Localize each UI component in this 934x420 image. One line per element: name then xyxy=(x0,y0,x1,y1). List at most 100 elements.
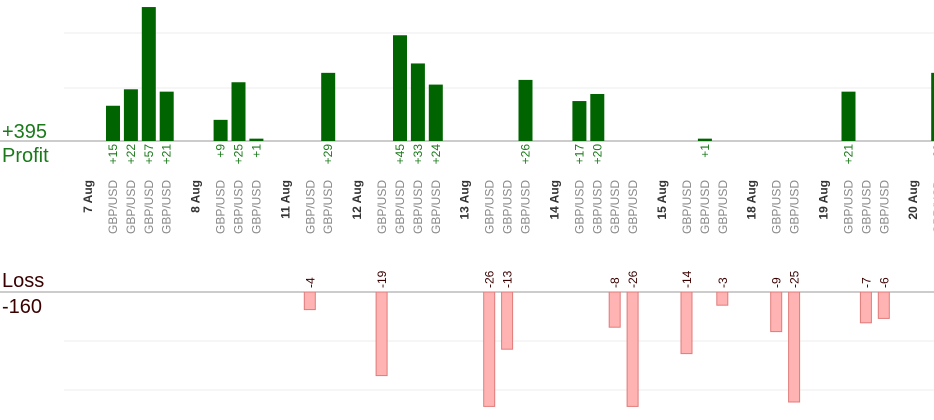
profit-total: +395 xyxy=(2,121,47,143)
pair-label: GBP/USD xyxy=(393,180,407,234)
profit-bar xyxy=(159,91,174,141)
pair-label: GBP/USD xyxy=(716,180,730,234)
profit-value-label: +25 xyxy=(232,144,246,165)
profit-bar xyxy=(106,105,120,141)
loss-value-label: -25 xyxy=(788,270,802,288)
profit-bar xyxy=(231,82,246,141)
profit-value-label: +57 xyxy=(142,144,156,165)
profit-bar xyxy=(931,72,934,141)
profit-value-label: +26 xyxy=(519,144,533,165)
profit-label: Profit xyxy=(2,145,49,167)
profit-bar xyxy=(213,119,228,141)
pair-label: GBP/USD xyxy=(680,180,694,234)
profit-value-label: +45 xyxy=(393,144,407,165)
date-label: 15 Aug xyxy=(655,180,669,220)
loss-value-label: -6 xyxy=(877,277,891,288)
loss-bar xyxy=(788,291,801,403)
pair-label: GBP/USD xyxy=(232,180,246,234)
date-label: 8 Aug xyxy=(189,180,203,213)
loss-value-label: -3 xyxy=(716,277,730,288)
pair-label: GBP/USD xyxy=(698,180,712,234)
trade-labels: 7 Aug GBP/USD +15 GBP/USD +22 GBP/USD +57 GBP/U… xyxy=(81,144,934,288)
pair-label: GBP/USD xyxy=(249,180,263,234)
loss-bar xyxy=(303,291,316,311)
profit-value-label: +21 xyxy=(160,144,174,165)
profit-value-label: +29 xyxy=(321,144,335,165)
profit-value-label: +33 xyxy=(411,144,425,165)
pair-label: GBP/USD xyxy=(859,180,873,234)
date-label: 7 Aug xyxy=(81,180,95,213)
pair-label: GBP/USD xyxy=(375,180,389,234)
profit-value-label: +17 xyxy=(572,144,586,165)
summary-labels: +395 Profit Loss -160 xyxy=(2,121,49,318)
pair-label: GBP/USD xyxy=(770,180,784,234)
profit-value-label: +9 xyxy=(214,144,228,158)
date-label: 11 Aug xyxy=(278,180,292,219)
loss-value-label: -7 xyxy=(859,277,873,288)
loss-value-label: -8 xyxy=(608,277,622,288)
pair-label: GBP/USD xyxy=(483,180,497,234)
loss-bar xyxy=(770,291,783,333)
pair-label: GBP/USD xyxy=(321,180,335,234)
profit-bar xyxy=(428,84,443,141)
pair-label: GBP/USD xyxy=(142,180,156,234)
profit-bar xyxy=(141,7,156,141)
loss-value-label: -13 xyxy=(501,270,515,288)
loss-bar xyxy=(626,291,639,407)
profit-value-label: +21 xyxy=(842,144,856,165)
profit-value-label: +24 xyxy=(429,144,443,165)
pair-label: GBP/USD xyxy=(160,180,174,234)
profit-bar xyxy=(590,94,605,141)
loss-bar xyxy=(483,291,496,407)
profit-bar xyxy=(393,35,407,141)
loss-bar xyxy=(877,291,890,319)
pair-label: GBP/USD xyxy=(590,180,604,234)
profit-bar xyxy=(321,72,336,141)
pair-label: GBP/USD xyxy=(411,180,425,234)
pair-label: GBP/USD xyxy=(519,180,533,234)
pair-label: GBP/USD xyxy=(626,180,640,234)
pair-label: GBP/USD xyxy=(788,180,802,234)
profit-bar xyxy=(410,63,425,142)
loss-value-label: -26 xyxy=(626,270,640,288)
pair-label: GBP/USD xyxy=(303,180,317,234)
date-label: 20 Aug xyxy=(906,180,920,220)
pair-label: GBP/USD xyxy=(608,180,622,234)
date-label: 12 Aug xyxy=(350,180,364,220)
loss-value-label: -14 xyxy=(680,270,694,288)
loss-label: Loss xyxy=(2,270,44,292)
loss-value-label: -26 xyxy=(483,270,497,288)
loss-bar xyxy=(375,291,388,377)
profit-value-label: +15 xyxy=(106,144,120,165)
date-label: 18 Aug xyxy=(745,180,759,220)
loss-bar xyxy=(680,291,693,355)
loss-total: -160 xyxy=(2,296,42,318)
profit-bar xyxy=(123,89,138,141)
pair-label: GBP/USD xyxy=(572,180,586,234)
pair-label: GBP/USD xyxy=(214,180,228,234)
pair-label: GBP/USD xyxy=(842,180,856,234)
date-label: 14 Aug xyxy=(547,180,561,220)
profit-value-label: +1 xyxy=(698,144,712,158)
date-label: 13 Aug xyxy=(458,180,472,220)
pair-label: GBP/USD xyxy=(877,180,891,234)
profit-bar xyxy=(841,91,856,141)
pair-label: GBP/USD xyxy=(124,180,138,234)
pair-label: GBP/USD xyxy=(931,180,934,234)
loss-value-label: -4 xyxy=(303,277,317,288)
pair-label: GBP/USD xyxy=(501,180,515,234)
profit-bar xyxy=(697,138,712,141)
pair-label: GBP/USD xyxy=(429,180,443,234)
loss-value-label: -9 xyxy=(770,277,784,288)
loss-bar xyxy=(608,291,621,328)
profit-bar xyxy=(572,101,587,141)
profit-bar xyxy=(249,138,264,141)
profit-bar xyxy=(518,79,533,141)
trade-bars xyxy=(106,7,934,407)
loss-value-label: -19 xyxy=(375,270,389,288)
profit-value-label: +29 xyxy=(931,144,934,165)
profit-value-label: +20 xyxy=(590,144,604,165)
date-label: 19 Aug xyxy=(817,180,831,220)
loss-bar xyxy=(716,291,729,306)
